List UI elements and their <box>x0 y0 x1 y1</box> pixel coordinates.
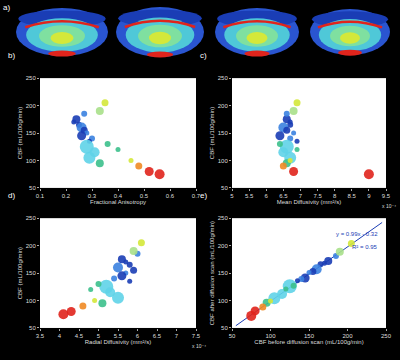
svg-text:200: 200 <box>26 103 37 109</box>
svg-text:5.5: 5.5 <box>114 333 123 339</box>
svg-text:b): b) <box>8 51 15 60</box>
svg-text:R² = 0.95: R² = 0.95 <box>352 244 378 250</box>
svg-text:0.3: 0.3 <box>88 193 97 199</box>
svg-text:8.5: 8.5 <box>348 193 357 199</box>
svg-text:c): c) <box>200 51 207 60</box>
svg-text:0.4: 0.4 <box>114 193 123 199</box>
svg-text:5: 5 <box>97 333 101 339</box>
svg-text:200: 200 <box>218 243 229 249</box>
svg-text:200: 200 <box>218 103 229 109</box>
svg-text:4: 4 <box>58 333 62 339</box>
svg-text:0.1: 0.1 <box>36 193 45 199</box>
svg-text:150: 150 <box>26 270 37 276</box>
svg-text:50: 50 <box>221 185 228 191</box>
svg-text:d): d) <box>8 191 15 200</box>
svg-text:50: 50 <box>29 325 36 331</box>
svg-text:0.5: 0.5 <box>140 193 149 199</box>
svg-text:0.2: 0.2 <box>62 193 71 199</box>
svg-text:5.5: 5.5 <box>245 193 254 199</box>
svg-text:50: 50 <box>229 333 236 339</box>
svg-text:100: 100 <box>265 333 276 339</box>
svg-text:6: 6 <box>265 193 269 199</box>
svg-text:CBF before diffusion scan (mL/: CBF before diffusion scan (mL/100g/min) <box>254 339 363 345</box>
svg-text:150: 150 <box>26 130 37 136</box>
svg-text:250: 250 <box>26 75 37 81</box>
svg-text:100: 100 <box>218 158 229 164</box>
svg-text:100: 100 <box>26 158 37 164</box>
svg-text:250: 250 <box>26 215 37 221</box>
svg-text:7.5: 7.5 <box>313 193 322 199</box>
svg-text:50: 50 <box>221 325 228 331</box>
svg-text:CBF after diffusion scan (mL/1: CBF after diffusion scan (mL/100g/min) <box>209 221 215 325</box>
svg-text:200: 200 <box>342 333 353 339</box>
svg-text:6.5: 6.5 <box>153 333 162 339</box>
svg-text:9: 9 <box>367 193 371 199</box>
svg-text:CBF (mL/100g/min): CBF (mL/100g/min) <box>17 247 23 299</box>
svg-text:e): e) <box>200 191 207 200</box>
svg-text:7: 7 <box>299 193 303 199</box>
svg-text:0.6: 0.6 <box>166 193 175 199</box>
svg-text:x 10⁻⁴: x 10⁻⁴ <box>192 343 206 349</box>
svg-text:250: 250 <box>218 75 229 81</box>
svg-text:250: 250 <box>218 215 229 221</box>
svg-text:CBF (mL/100g/min): CBF (mL/100g/min) <box>17 107 23 159</box>
svg-text:150: 150 <box>218 270 229 276</box>
svg-text:150: 150 <box>218 130 229 136</box>
svg-text:4.5: 4.5 <box>75 333 84 339</box>
svg-text:3.5: 3.5 <box>36 333 45 339</box>
svg-text:250: 250 <box>381 333 392 339</box>
svg-text:6: 6 <box>136 333 140 339</box>
svg-text:Fractional Anisotropy: Fractional Anisotropy <box>90 199 146 205</box>
svg-text:y = 0.99x - 0.32: y = 0.99x - 0.32 <box>336 231 378 237</box>
svg-text:7: 7 <box>175 333 179 339</box>
svg-text:100: 100 <box>26 298 37 304</box>
svg-text:150: 150 <box>304 333 315 339</box>
svg-text:7.5: 7.5 <box>192 333 201 339</box>
svg-text:9.5: 9.5 <box>382 193 391 199</box>
svg-text:0.7: 0.7 <box>192 193 201 199</box>
svg-text:Radial Diffusivity (mm²/s): Radial Diffusivity (mm²/s) <box>85 339 152 345</box>
svg-text:Mean Diffusivity (mm²/s): Mean Diffusivity (mm²/s) <box>277 199 342 205</box>
svg-text:6.5: 6.5 <box>279 193 288 199</box>
svg-text:5: 5 <box>230 193 234 199</box>
svg-text:200: 200 <box>26 243 37 249</box>
svg-text:CBF (mL/100g/min): CBF (mL/100g/min) <box>209 107 215 159</box>
svg-text:8: 8 <box>333 193 337 199</box>
svg-text:a): a) <box>3 3 10 12</box>
svg-text:x 10⁻⁴: x 10⁻⁴ <box>382 203 396 209</box>
svg-text:100: 100 <box>218 298 229 304</box>
svg-text:50: 50 <box>29 185 36 191</box>
